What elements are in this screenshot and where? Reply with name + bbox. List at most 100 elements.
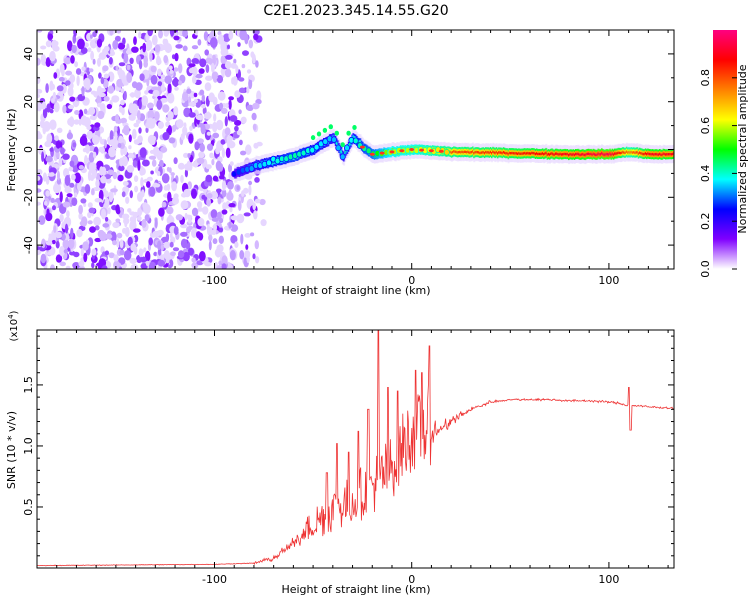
- noise-speckle: [86, 130, 93, 140]
- ridge-band-core: [577, 152, 580, 155]
- ridge-band-core: [592, 152, 595, 155]
- noise-speckle: [78, 260, 85, 267]
- noise-speckle: [133, 122, 139, 128]
- noise-speckle: [145, 122, 151, 129]
- noise-speckle: [62, 153, 70, 160]
- ridge-band-core: [627, 151, 630, 154]
- noise-speckle: [184, 169, 188, 178]
- noise-speckle: [129, 257, 137, 264]
- noise-speckle: [191, 227, 198, 239]
- noise-speckle: [209, 152, 214, 159]
- noise-speckle: [254, 240, 259, 250]
- noise-speckle: [162, 104, 170, 113]
- ridge-band-core: [579, 153, 582, 157]
- noise-speckle: [71, 173, 76, 181]
- ridge-band-core: [518, 152, 521, 155]
- noise-speckle: [154, 183, 161, 188]
- noise-speckle: [55, 140, 61, 149]
- noise-speckle: [70, 55, 75, 64]
- ridge-band-core: [659, 152, 661, 156]
- noise-speckle: [84, 155, 88, 166]
- noise-speckle: [212, 238, 218, 245]
- noise-speckle: [70, 227, 74, 239]
- noise-speckle: [150, 65, 157, 73]
- noise-speckle: [240, 116, 247, 124]
- ridge-band-core: [336, 142, 338, 145]
- noise-speckle: [187, 247, 194, 256]
- noise-speckle: [58, 76, 65, 82]
- ridge-band-core: [344, 151, 347, 154]
- noise-speckle: [213, 223, 217, 232]
- noise-speckle: [221, 189, 227, 198]
- noise-speckle: [160, 244, 164, 252]
- noise-speckle: [40, 54, 47, 65]
- noise-speckle: [252, 253, 256, 260]
- noise-speckle: [59, 191, 63, 203]
- noise-speckle: [172, 124, 177, 132]
- x-tick-label: -100: [202, 573, 227, 586]
- ridge-band-core: [485, 150, 488, 154]
- noise-speckle: [189, 125, 193, 131]
- noise-speckle: [226, 135, 233, 143]
- noise-speckle: [146, 181, 151, 188]
- noise-speckle: [202, 206, 209, 215]
- colorbar-ticks: 0.0 0.2 0.4 0.6 0.8: [699, 69, 737, 278]
- spectrogram-y-label: Frequency (Hz): [5, 109, 18, 192]
- noise-speckle: [141, 219, 147, 228]
- noise-speckle: [175, 44, 183, 49]
- ridge-band-core: [540, 152, 543, 156]
- noise-speckle: [216, 188, 222, 193]
- noise-speckle: [218, 260, 222, 266]
- noise-speckle: [55, 231, 62, 239]
- ridge-band-core: [549, 153, 551, 156]
- noise-speckle: [86, 30, 91, 33]
- ridge-band-core: [641, 152, 644, 155]
- ridge-band-core: [642, 152, 645, 156]
- noise-speckle: [144, 214, 150, 222]
- noise-speckle: [218, 235, 224, 244]
- noise-speckle: [259, 198, 266, 206]
- noise-speckle: [145, 127, 149, 133]
- noise-speckle: [67, 40, 73, 52]
- noise-speckle: [108, 57, 113, 65]
- ridge-band-core: [567, 153, 570, 157]
- noise-speckle: [84, 184, 91, 194]
- noise-speckle: [199, 143, 205, 153]
- noise-speckle: [156, 170, 161, 177]
- noise-speckle: [126, 72, 133, 84]
- noise-speckle: [236, 130, 242, 136]
- noise-speckle: [212, 75, 218, 80]
- ridge-blob: [339, 153, 346, 161]
- noise-speckle: [113, 125, 118, 133]
- ridge-band-core: [456, 151, 459, 154]
- noise-speckle: [211, 158, 215, 166]
- snr-panel: -100 0 100 0.5 1.0 1.5 Height of straight li…: [5, 310, 675, 596]
- ridge-band-core: [496, 152, 499, 155]
- noise-speckle: [149, 186, 156, 197]
- noise-speckle: [87, 211, 92, 219]
- ridge-band-core: [646, 153, 648, 156]
- noise-speckle: [212, 96, 218, 106]
- noise-speckle: [180, 200, 189, 210]
- noise-speckle: [110, 47, 115, 56]
- noise-speckle: [118, 62, 126, 67]
- noise-speckle: [45, 176, 50, 185]
- noise-speckle: [74, 172, 81, 184]
- noise-speckle: [52, 205, 56, 211]
- ridge-band-core: [534, 152, 537, 156]
- noise-speckle: [137, 160, 141, 171]
- ridge-band-core: [566, 152, 569, 156]
- noise-speckle: [149, 53, 153, 61]
- noise-speckle: [220, 48, 229, 57]
- noise-speckle: [99, 231, 107, 242]
- noise-speckle: [119, 239, 124, 249]
- noise-speckle: [59, 246, 65, 257]
- noise-speckle: [169, 241, 174, 248]
- noise-speckle: [78, 204, 83, 215]
- noise-speckle: [80, 198, 87, 204]
- noise-speckle: [68, 166, 74, 172]
- noise-speckle: [77, 38, 85, 50]
- noise-speckle: [205, 57, 213, 64]
- noise-speckle: [138, 59, 143, 70]
- noise-speckle: [157, 95, 162, 100]
